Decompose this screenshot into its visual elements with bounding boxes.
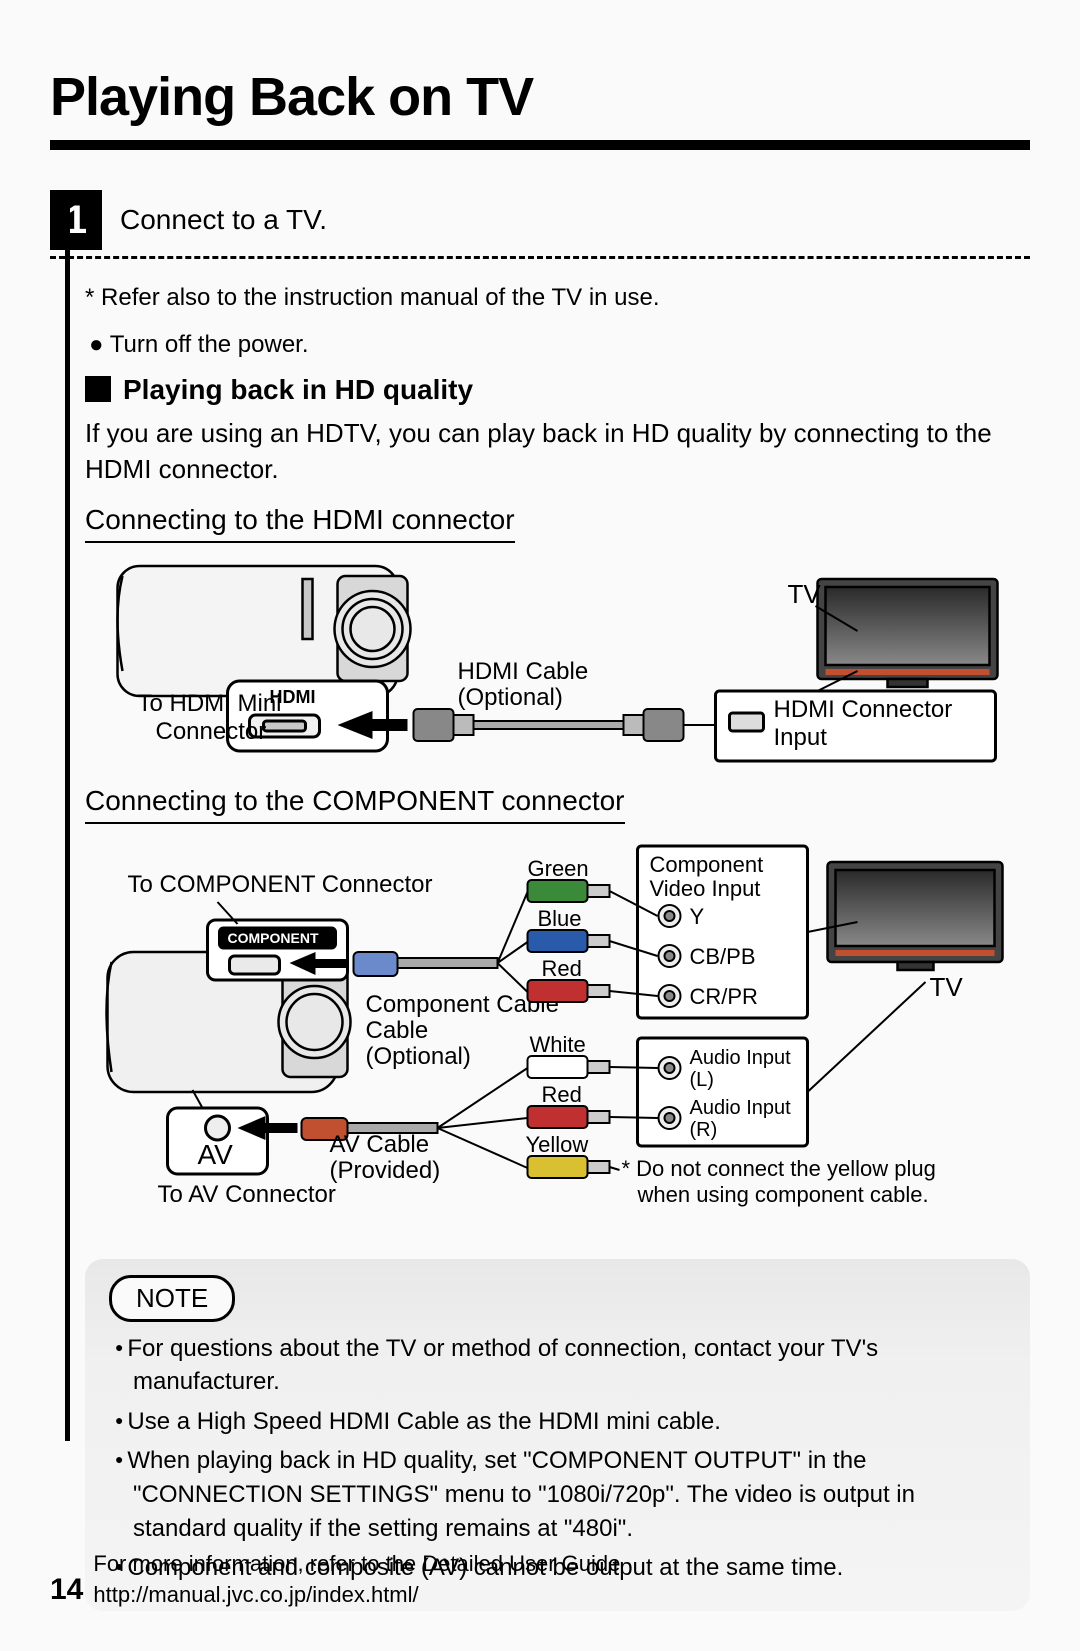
- note-item: For questions about the TV or method of …: [115, 1332, 1006, 1399]
- page-title: Playing Back on TV: [50, 60, 1030, 150]
- step-number-badge: 1: [50, 190, 102, 250]
- component-diagram: COMPONENT To COMPONENT Connector Compone…: [85, 832, 1030, 1232]
- footer: 14 For more information, refer to the De…: [50, 1549, 620, 1611]
- footer-line1: For more information, refer to the Detai…: [93, 1551, 620, 1576]
- y-label: Y: [690, 904, 705, 929]
- audio-r-label: Audio Input: [690, 1097, 792, 1119]
- hdmi-section-label: Connecting to the HDMI connector: [85, 500, 515, 543]
- hdmi-diagram: HDMI To HDMI Mini Connector HDMI Cable (…: [85, 551, 1030, 771]
- yellow-note-2: when using component cable.: [637, 1182, 929, 1207]
- audio-r-label2: (R): [690, 1119, 718, 1141]
- connector-label: Connector: [156, 718, 267, 745]
- footer-line2: http://manual.jvc.co.jp/index.html/: [93, 1582, 418, 1607]
- component-badge-text: COMPONENT: [228, 930, 319, 946]
- note-label: NOTE: [109, 1275, 235, 1321]
- to-av-label: To AV Connector: [158, 1181, 336, 1208]
- av-badge-text: AV: [198, 1139, 234, 1170]
- bullet-square-icon: [85, 376, 111, 402]
- comp-video-input-label: Component: [650, 852, 764, 877]
- page-left-rule: [65, 200, 70, 1441]
- crpr-label: CR/PR: [690, 984, 758, 1009]
- page-number: 14: [50, 1569, 83, 1611]
- audio-l-label: Audio Input: [690, 1047, 792, 1069]
- plug-green-label: Green: [528, 856, 589, 881]
- av-cable-label: AV Cable: [330, 1131, 430, 1158]
- cbpb-label: CB/PB: [690, 944, 756, 969]
- note-list: For questions about the TV or method of …: [109, 1332, 1006, 1585]
- hd-quality-subheader: Playing back in HD quality: [85, 370, 1030, 409]
- hdmi-cable-label: HDMI Cable: [458, 658, 589, 685]
- hd-description: If you are using an HDTV, you can play b…: [85, 415, 1030, 488]
- plug-red-label: Red: [542, 956, 582, 981]
- refer-note: * Refer also to the instruction manual o…: [85, 281, 1030, 315]
- yellow-note-1: * Do not connect the yellow plug: [622, 1156, 936, 1181]
- component-cable-label2: Cable: [366, 1017, 429, 1044]
- plug-red2-label: Red: [542, 1082, 582, 1107]
- comp-video-input-label2: Video Input: [650, 876, 761, 901]
- plug-blue-label: Blue: [538, 906, 582, 931]
- plug-white-label: White: [530, 1032, 586, 1057]
- component-section-label: Connecting to the COMPONENT connector: [85, 781, 625, 824]
- note-item: Use a High Speed HDMI Cable as the HDMI …: [115, 1405, 1006, 1439]
- tv-label-2: TV: [930, 972, 964, 1002]
- subheader-text: Playing back in HD quality: [123, 370, 473, 409]
- av-provided-label: (Provided): [330, 1157, 441, 1184]
- to-hdmi-mini-label: To HDMI Mini: [138, 690, 282, 717]
- component-optional-label: (Optional): [366, 1043, 471, 1070]
- step-1-row: 1 Connect to a TV.: [50, 190, 1030, 259]
- hdmi-optional-label: (Optional): [458, 684, 563, 711]
- hdmi-input-label2: Input: [774, 724, 828, 751]
- plug-yellow-label: Yellow: [526, 1132, 589, 1157]
- hdmi-input-label: HDMI Connector: [774, 696, 953, 723]
- audio-l-label2: (L): [690, 1069, 714, 1091]
- to-component-label: To COMPONENT Connector: [128, 871, 433, 898]
- turn-off-bullet: ● Turn off the power.: [85, 328, 1030, 362]
- note-item: When playing back in HD quality, set "CO…: [115, 1444, 1006, 1545]
- tv-label: TV: [788, 579, 822, 609]
- step-text: Connect to a TV.: [120, 190, 327, 250]
